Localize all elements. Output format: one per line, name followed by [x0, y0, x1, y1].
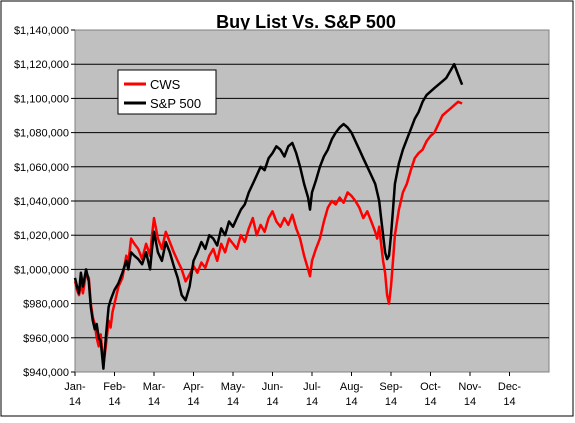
x-tick-label-year: 14 — [187, 396, 199, 408]
y-tick-label: $1,140,000 — [14, 25, 69, 37]
legend-label-cws: CWS — [150, 77, 181, 92]
x-tick-label-year: 14 — [345, 396, 357, 408]
y-tick-label: $1,120,000 — [14, 59, 69, 71]
x-tick-label-month: Aug- — [340, 381, 364, 393]
x-tick-label-year: 14 — [148, 396, 160, 408]
series-line-cws — [73, 100, 463, 367]
x-tick-label-year: 14 — [108, 396, 120, 408]
x-tick-label-year: 14 — [503, 396, 515, 408]
series-line-sp500 — [73, 62, 464, 370]
x-tick-label-month: Jul- — [303, 381, 321, 393]
x-tick-label-month: Dec- — [498, 381, 522, 393]
x-tick-label-month: May- — [221, 381, 246, 393]
x-tick-label-month: Jan- — [64, 381, 86, 393]
y-tick-label: $960,000 — [23, 333, 69, 345]
legend: CWS S&P 500 — [117, 69, 217, 115]
x-tick-label-month: Nov- — [458, 381, 482, 393]
y-tick-label: $1,040,000 — [14, 196, 69, 208]
x-tick-label-year: 14 — [227, 396, 239, 408]
x-tick-label-year: 14 — [464, 396, 476, 408]
x-tick-label-month: Feb- — [103, 381, 126, 393]
x-tick-label-year: 14 — [69, 396, 81, 408]
chart-title: Buy List Vs. S&P 500 — [216, 12, 396, 32]
x-tick-label-month: Mar- — [143, 381, 166, 393]
x-tick-label-year: 14 — [424, 396, 436, 408]
y-tick-label: $1,080,000 — [14, 128, 69, 140]
y-tick-label: $940,000 — [23, 367, 69, 379]
legend-box — [117, 69, 217, 115]
y-axis-ticks: $940,000 $960,000 $980,000 $1,000,000 $1,020… — [14, 25, 75, 379]
x-tick-label-year: 14 — [266, 396, 278, 408]
y-tick-label: $1,060,000 — [14, 162, 69, 174]
x-tick-label-month: Oct- — [420, 381, 441, 393]
series-group — [73, 62, 464, 370]
y-tick-label: $1,100,000 — [14, 93, 69, 105]
y-tick-label: $1,000,000 — [14, 264, 69, 276]
y-tick-label: $980,000 — [23, 299, 69, 311]
x-tick-label-month: Jun- — [262, 381, 284, 393]
x-axis-ticks: Jan- 14 Feb- 14 Mar- 14 Apr- 14 May- 14 Jun- 14 Jul-… — [64, 372, 521, 408]
y-tick-label: $1,020,000 — [14, 230, 69, 242]
x-tick-label-month: Sep- — [379, 381, 403, 393]
x-tick-label-year: 14 — [385, 396, 397, 408]
x-tick-label-year: 14 — [306, 396, 318, 408]
x-tick-label-month: Apr- — [183, 381, 204, 393]
legend-label-sp500: S&P 500 — [150, 96, 201, 111]
